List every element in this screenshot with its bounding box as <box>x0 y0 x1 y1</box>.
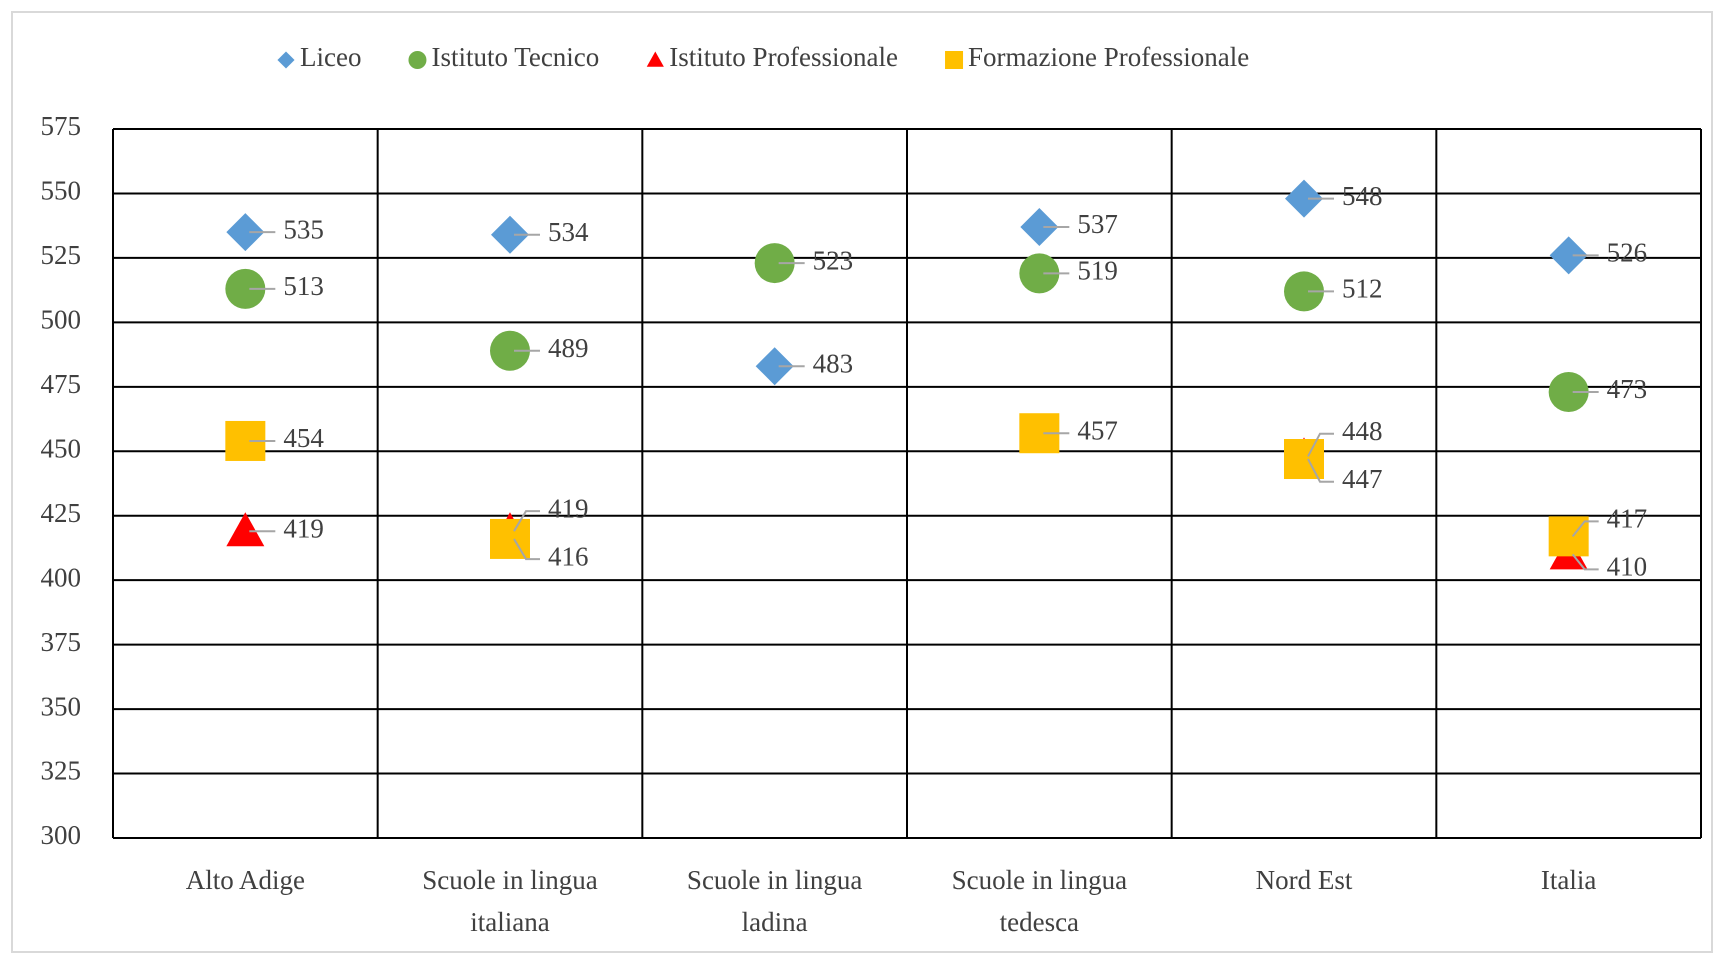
data-label: 448 <box>1342 416 1383 446</box>
data-label: 457 <box>1077 415 1118 445</box>
marker <box>1285 179 1323 218</box>
data-label: 535 <box>283 214 324 244</box>
x-tick-label: Scuole in lingua ladina <box>687 865 862 937</box>
y-tick-label: 450 <box>41 433 82 463</box>
legend-label: Istituto Professionale <box>669 42 898 72</box>
y-tick-label: 350 <box>41 691 82 721</box>
marker <box>754 243 795 284</box>
data-label: 410 <box>1607 552 1648 582</box>
data-label: 454 <box>283 423 324 453</box>
legend-marker <box>945 51 964 69</box>
y-tick-label: 575 <box>41 111 82 141</box>
x-tick-label-line: ladina <box>742 907 808 937</box>
data-label: 483 <box>813 348 854 378</box>
data-label: 534 <box>548 217 589 247</box>
leader-line <box>513 538 540 561</box>
x-tick-label-line: Italia <box>1541 865 1596 895</box>
data-label: 523 <box>813 245 854 275</box>
x-tick-label: Scuole in lingua tedesca <box>952 865 1127 937</box>
leader-line <box>1307 432 1334 457</box>
marker <box>491 215 529 254</box>
x-tick-label: Scuole in lingua italiana <box>422 865 597 937</box>
data-label: 548 <box>1342 181 1383 211</box>
legend-item: Istituto Professionale <box>646 42 898 72</box>
legend-label: Liceo <box>300 42 361 72</box>
x-tick-label-line: Nord Est <box>1256 865 1353 895</box>
marker <box>225 268 266 309</box>
legend-label: Formazione Professionale <box>968 42 1249 72</box>
legend-item: Istituto Tecnico <box>408 42 599 72</box>
legend-item: Liceo <box>277 42 361 72</box>
marker <box>755 347 794 386</box>
marker <box>1548 516 1589 557</box>
x-tick-label: Italia <box>1541 865 1596 895</box>
x-tick-label-line: Alto Adige <box>186 865 305 895</box>
legend-item: Formazione Professionale <box>945 42 1249 72</box>
leader-line <box>1571 553 1599 571</box>
leader-line <box>1571 520 1599 537</box>
data-label: 519 <box>1077 256 1118 286</box>
marker <box>1284 439 1324 480</box>
leader-line <box>513 510 540 532</box>
marker <box>1019 253 1060 294</box>
y-tick-label: 475 <box>41 369 82 399</box>
legend-marker <box>646 51 664 67</box>
x-tick-label: Alto Adige <box>186 865 305 895</box>
data-label: 417 <box>1607 504 1648 534</box>
y-tick-label: 525 <box>41 240 82 270</box>
data-label: 473 <box>1607 374 1648 404</box>
y-tick-label: 550 <box>41 176 82 206</box>
y-tick-label: 500 <box>41 305 82 335</box>
y-tick-label: 300 <box>41 820 82 850</box>
y-tick-label: 375 <box>41 627 82 657</box>
x-tick-label-line: tedesca <box>1000 907 1079 937</box>
marker <box>490 330 530 371</box>
data-label: 447 <box>1342 464 1383 494</box>
marker <box>490 518 530 559</box>
data-label: 537 <box>1077 209 1118 239</box>
legend-marker <box>408 51 427 69</box>
y-tick-label: 400 <box>41 562 82 592</box>
data-label: 513 <box>283 271 324 301</box>
data-label: 419 <box>283 513 324 543</box>
x-tick-label: Nord Est <box>1256 865 1353 895</box>
data-label: 489 <box>548 333 589 363</box>
marker <box>1284 271 1324 312</box>
marker <box>1548 371 1589 412</box>
x-tick-label-line: Scuole in lingua <box>687 865 862 895</box>
marker <box>226 213 265 252</box>
legend-marker <box>277 51 295 69</box>
legend-label: Istituto Tecnico <box>431 42 599 72</box>
marker <box>226 512 265 547</box>
marker <box>1549 236 1588 275</box>
data-label: 416 <box>548 541 589 571</box>
leader-line <box>1307 458 1334 483</box>
chart-frame <box>11 11 1713 953</box>
x-tick-label-line: Scuole in lingua <box>422 865 597 895</box>
data-label: 512 <box>1342 274 1383 304</box>
data-label: 419 <box>548 493 589 523</box>
x-tick-label-line: Scuole in lingua <box>952 865 1127 895</box>
y-tick-label: 325 <box>41 756 82 786</box>
y-tick-label: 425 <box>41 498 82 528</box>
data-label: 526 <box>1607 238 1648 268</box>
marker <box>1020 207 1059 246</box>
x-tick-label-line: italiana <box>470 907 549 937</box>
